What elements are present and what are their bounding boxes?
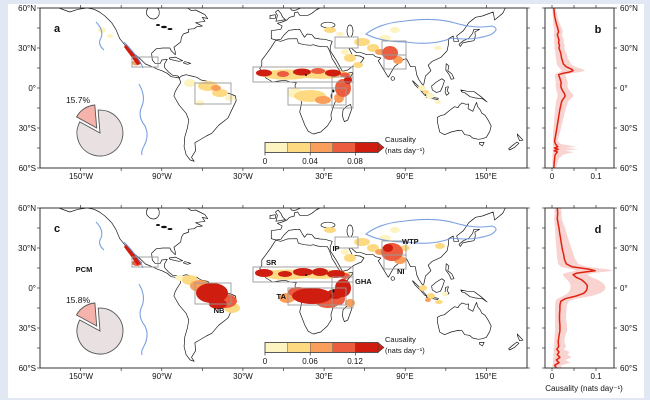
- lat-tick-label: 30°S: [620, 124, 637, 133]
- causality-tick-label: 0: [550, 172, 555, 181]
- lon-tick-label: 30°E: [315, 372, 332, 381]
- region-label-wtp: WTP: [402, 237, 419, 246]
- profile-panel-b: [552, 7, 585, 169]
- colorbar-title-units: (nats day⁻¹): [385, 346, 425, 355]
- lat-tick-label: 30°N: [620, 44, 638, 53]
- profile-panel-d: [552, 207, 614, 369]
- colorbar-a: [264, 141, 385, 156]
- map-panel-c: [58, 207, 524, 362]
- profile-d-x-axis-label: Causality (nats day⁻¹): [545, 384, 623, 393]
- panel-letter-d: d: [595, 224, 602, 236]
- lon-tick-label: 90°W: [152, 172, 172, 181]
- region-label-nb: NB: [214, 306, 225, 315]
- lat-tick-label: 30°N: [18, 44, 36, 53]
- colorbar-tick-label: 0: [263, 357, 268, 366]
- lon-tick-label: 90°E: [396, 372, 413, 381]
- pie-chart-a: [75, 104, 124, 157]
- colorbar-tick-label: 0: [263, 157, 268, 166]
- lat-tick-label: 30°N: [18, 244, 36, 253]
- lat-tick-label: 0°: [28, 284, 36, 293]
- panel-letter-c: c: [54, 223, 60, 235]
- lat-tick-label: 30°S: [19, 324, 36, 333]
- panel-letter-a: a: [54, 23, 61, 35]
- lat-tick-label: 30°S: [620, 324, 637, 333]
- lat-tick-label: 30°N: [620, 244, 638, 253]
- lon-tick-label: 30°W: [233, 372, 253, 381]
- colorbar-title: Causality: [385, 135, 416, 144]
- profile-d-border: [544, 207, 615, 369]
- lat-tick-label: 0°: [28, 84, 36, 93]
- colorbar-tick-label: 0.08: [347, 157, 363, 166]
- lat-tick-label: 0°: [620, 284, 628, 293]
- causality-tick-label: 0: [550, 372, 555, 381]
- region-label-ip: IP: [332, 244, 339, 253]
- pie-a-percentage: 15.7%: [66, 95, 91, 105]
- colorbar-tick-label: 0.06: [302, 357, 318, 366]
- panel-letter-b: b: [595, 24, 602, 36]
- causality-tick-label: 0.1: [590, 172, 602, 181]
- lat-tick-label: 60°N: [620, 204, 638, 213]
- lon-tick-label: 30°W: [233, 172, 253, 181]
- lat-tick-label: 0°: [620, 84, 628, 93]
- heat-patches-a: [98, 27, 442, 106]
- lat-tick-label: 60°S: [620, 364, 637, 373]
- lat-tick-label: 60°S: [620, 164, 637, 173]
- lat-tick-label: 60°N: [18, 204, 36, 213]
- region-label-pcm: PCM: [76, 265, 93, 274]
- lon-tick-label: 150°W: [69, 372, 94, 381]
- map-a-border: [39, 7, 528, 169]
- causality-tick-label: 0.1: [590, 372, 602, 381]
- region-label-sr: SR: [266, 258, 277, 267]
- pie-chart-c: [75, 302, 124, 355]
- colorbar-tick-label: 0.04: [302, 157, 318, 166]
- region-label-ni: NI: [397, 267, 405, 276]
- pie-c-percentage: 15.8%: [66, 295, 91, 305]
- map-c-border: [39, 207, 528, 369]
- lat-tick-label: 60°N: [18, 4, 36, 13]
- lon-tick-label: 150°E: [475, 172, 497, 181]
- colorbar-tick-label: 0.12: [347, 357, 363, 366]
- lat-tick-label: 60°S: [19, 364, 36, 373]
- colorbar-c: [264, 341, 385, 356]
- lat-tick-label: 30°S: [19, 124, 36, 133]
- lon-tick-label: 150°E: [475, 372, 497, 381]
- map-panel-a: [58, 7, 524, 162]
- lat-tick-label: 60°N: [620, 4, 638, 13]
- lat-tick-label: 60°S: [19, 164, 36, 173]
- region-label-gha: GHA: [355, 277, 372, 286]
- region-label-ta: TA: [277, 292, 287, 301]
- lon-tick-label: 30°E: [315, 172, 332, 181]
- colorbar-title: Causality: [385, 335, 416, 344]
- lon-tick-label: 150°W: [69, 172, 94, 181]
- lon-tick-label: 90°W: [152, 372, 172, 381]
- profile-b-border: [544, 7, 615, 169]
- lon-tick-label: 90°E: [396, 172, 413, 181]
- colorbar-title-units: (nats day⁻¹): [385, 146, 425, 155]
